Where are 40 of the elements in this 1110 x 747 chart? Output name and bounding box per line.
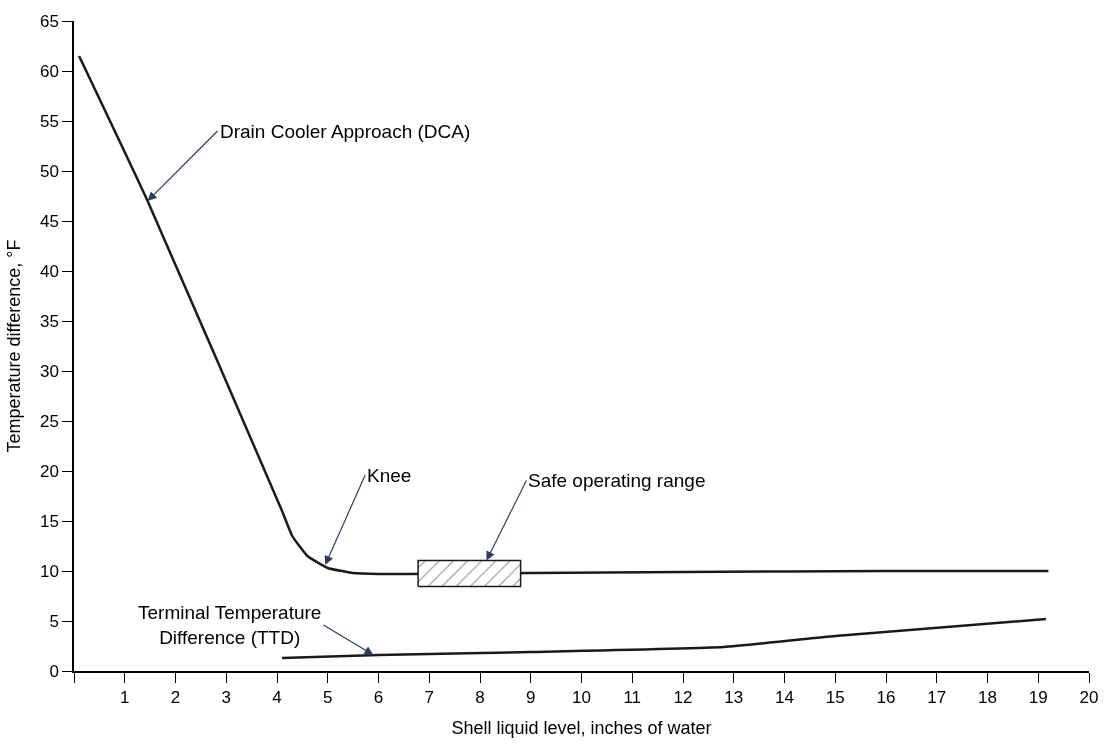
y-tick-label: 40	[39, 261, 59, 281]
x-tick-label: 11	[623, 688, 642, 708]
x-tick-label: 6	[373, 688, 384, 708]
x-tick-label: 18	[978, 688, 997, 708]
y-tick-label: 25	[39, 411, 59, 431]
y-tick-label: 55	[39, 111, 59, 131]
x-tick-label: 20	[1079, 688, 1099, 708]
y-tick-label: 20	[39, 461, 59, 481]
y-tick-label: 0	[49, 661, 59, 681]
x-tick-label: 17	[927, 688, 947, 708]
annotation: Knee	[367, 465, 412, 486]
x-tick-label: 4	[272, 688, 282, 708]
x-tick-label: 9	[526, 688, 536, 708]
y-tick-label: 65	[39, 11, 59, 31]
x-tick-label: 10	[572, 688, 591, 708]
y-tick-label: 60	[39, 61, 59, 81]
y-tick-label: 15	[39, 511, 59, 531]
x-tick-label: 3	[221, 688, 231, 708]
x-tick-label: 5	[323, 688, 333, 708]
x-tick-label: 2	[170, 688, 181, 708]
x-tick-label: 15	[825, 688, 845, 708]
band-label: Safe operating range	[528, 470, 706, 491]
x-axis-title: Shell liquid level, inches of water	[451, 717, 712, 738]
x-tick-label: 12	[673, 688, 693, 708]
y-tick-label: 10	[39, 561, 59, 581]
x-tick-label: 8	[475, 688, 485, 708]
x-tick-label: 13	[724, 688, 744, 708]
x-tick-label: 1	[120, 688, 130, 708]
y-axis-title: Temperature difference, °F	[3, 239, 24, 453]
annotation: Terminal Temperature Difference (TTD)	[138, 602, 322, 648]
x-tick-label: 19	[1028, 688, 1048, 708]
y-tick-label: 35	[39, 311, 59, 331]
annotation: Drain Cooler Approach (DCA)	[220, 121, 471, 142]
x-tick-label: 14	[775, 688, 794, 708]
x-tick-label: 7	[424, 688, 434, 708]
y-tick-label: 30	[39, 361, 59, 381]
x-tick-label: 16	[876, 688, 896, 708]
y-tick-label: 45	[39, 211, 59, 231]
y-tick-label: 5	[49, 611, 59, 631]
y-tick-label: 50	[39, 161, 59, 181]
